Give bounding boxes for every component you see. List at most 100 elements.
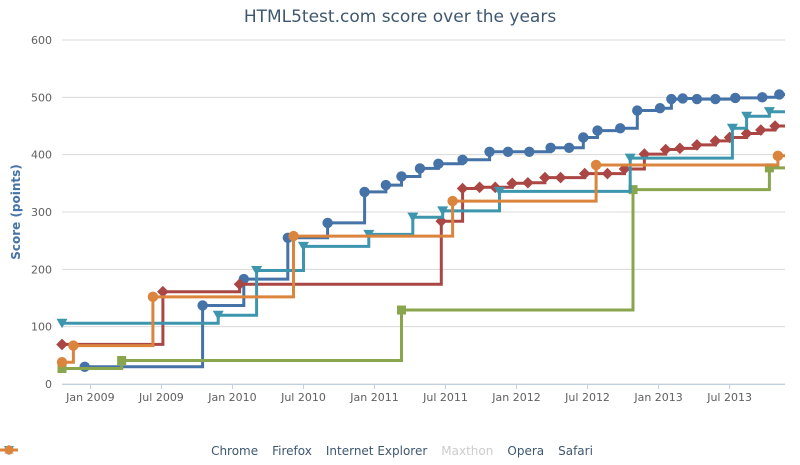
x-axis-tick-label: Jan 2013 (633, 391, 682, 404)
series-marker-firefox[interactable] (157, 285, 169, 298)
series-marker-chrome[interactable] (502, 146, 514, 157)
series-marker-firefox[interactable] (456, 182, 469, 195)
series-marker-firefox[interactable] (740, 127, 753, 140)
series-marker-chrome[interactable] (578, 132, 589, 143)
series-firefox (56, 120, 785, 351)
series-marker-chrome[interactable] (666, 93, 677, 105)
series-marker-opera[interactable] (726, 123, 738, 134)
series-marker-safari[interactable] (590, 159, 602, 171)
series-marker-firefox[interactable] (601, 167, 614, 180)
y-axis-tick-label: 400 (31, 149, 52, 162)
x-axis-tick-label: Jan 2012 (491, 391, 540, 404)
legend-item-internet-explorer[interactable]: Internet Explorer (0, 444, 428, 458)
series-marker-firefox[interactable] (659, 143, 672, 156)
legend: Chrome Firefox Internet Explorer Maxthon Ope… (0, 444, 800, 458)
series-marker-chrome[interactable] (359, 186, 370, 198)
series-marker-safari[interactable] (147, 291, 159, 303)
series-marker-opera[interactable] (212, 310, 224, 321)
legend-label-maxthon: Maxthon (441, 444, 494, 458)
series-marker-opera[interactable] (763, 107, 775, 117)
series-marker-chrome[interactable] (433, 158, 444, 170)
legend-label-internet-explorer: Internet Explorer (325, 444, 428, 458)
safari-legend-glyph (4, 445, 14, 455)
series-marker-firefox[interactable] (539, 171, 551, 184)
series-marker-firefox[interactable] (578, 167, 591, 180)
series-marker-chrome[interactable] (592, 125, 603, 136)
legend-item-safari[interactable]: Safari (0, 444, 593, 458)
series-marker-internet-explorer[interactable] (628, 185, 638, 195)
series-marker-opera[interactable] (624, 153, 636, 164)
series-marker-opera[interactable] (56, 318, 68, 329)
y-axis-tick-label: 500 (31, 91, 52, 104)
series-marker-chrome[interactable] (730, 92, 741, 104)
series-marker-safari[interactable] (772, 150, 784, 162)
series-marker-firefox[interactable] (723, 131, 736, 144)
series-marker-chrome[interactable] (79, 361, 90, 372)
legend-label-opera: Opera (507, 444, 545, 458)
series-internet-explorer (57, 163, 785, 374)
series-marker-safari[interactable] (56, 357, 68, 368)
series-marker-chrome[interactable] (484, 146, 495, 157)
series-marker-chrome[interactable] (677, 93, 688, 104)
series-marker-chrome[interactable] (457, 154, 468, 166)
series-marker-chrome[interactable] (545, 142, 556, 153)
series-marker-internet-explorer[interactable] (764, 163, 774, 173)
y-axis-tick-label: 300 (31, 206, 52, 219)
series-marker-opera[interactable] (741, 111, 753, 122)
x-axis-tick-label: Jul 2009 (138, 391, 184, 404)
series-marker-chrome[interactable] (654, 103, 666, 114)
series-marker-chrome[interactable] (414, 163, 426, 174)
legend-item-firefox[interactable]: Firefox (0, 444, 312, 458)
series-marker-firefox[interactable] (56, 338, 68, 351)
series-marker-firefox[interactable] (691, 139, 703, 151)
series-line-chrome[interactable] (84, 93, 785, 369)
series-marker-opera[interactable] (493, 186, 505, 197)
series-marker-opera[interactable] (437, 206, 449, 216)
series-marker-firefox[interactable] (755, 124, 767, 136)
series-marker-safari[interactable] (288, 230, 299, 242)
series-marker-chrome[interactable] (757, 92, 768, 103)
legend-label-safari: Safari (558, 444, 593, 458)
series-marker-chrome[interactable] (197, 300, 208, 311)
y-axis-tick-label: 600 (31, 34, 52, 47)
series-marker-chrome[interactable] (322, 217, 333, 229)
series-marker-chrome[interactable] (524, 146, 535, 157)
series-marker-chrome[interactable] (632, 105, 643, 116)
series-marker-internet-explorer[interactable] (57, 364, 67, 374)
series-marker-firefox[interactable] (233, 278, 246, 291)
series-marker-internet-explorer[interactable] (117, 355, 127, 365)
series-marker-firefox[interactable] (674, 142, 686, 155)
series-marker-opera[interactable] (297, 241, 309, 252)
series-marker-safari[interactable] (447, 195, 458, 207)
series-marker-opera[interactable] (407, 212, 419, 223)
series-marker-chrome[interactable] (774, 89, 785, 100)
series-safari (56, 150, 785, 368)
series-marker-safari[interactable] (68, 340, 79, 351)
series-marker-firefox[interactable] (473, 181, 486, 194)
series-marker-firefox[interactable] (769, 120, 781, 132)
series-opera (56, 107, 785, 329)
series-marker-chrome[interactable] (396, 171, 407, 182)
series-marker-firefox[interactable] (638, 148, 651, 160)
series-marker-chrome[interactable] (710, 93, 721, 105)
series-marker-firefox[interactable] (506, 177, 519, 190)
legend-item-maxthon[interactable]: Maxthon (0, 444, 494, 458)
x-axis-tick-label: Jan 2009 (65, 391, 114, 404)
series-marker-opera[interactable] (251, 265, 263, 276)
series-marker-internet-explorer[interactable] (396, 305, 406, 315)
series-marker-firefox[interactable] (435, 215, 448, 227)
series-marker-firefox[interactable] (554, 171, 567, 184)
legend-label-chrome: Chrome (211, 444, 259, 458)
series-line-safari[interactable] (62, 154, 785, 364)
series-marker-firefox[interactable] (522, 176, 534, 189)
series-marker-chrome[interactable] (380, 179, 392, 191)
legend-item-opera[interactable]: Opera (0, 444, 545, 458)
series-marker-chrome[interactable] (691, 93, 703, 105)
series-marker-chrome[interactable] (615, 123, 626, 134)
safari-legend-marker-icon (0, 445, 18, 455)
series-marker-firefox[interactable] (709, 135, 722, 147)
series-marker-chrome[interactable] (563, 142, 575, 153)
legend-item-chrome[interactable]: Chrome (0, 444, 259, 458)
series-line-internet-explorer[interactable] (62, 166, 785, 370)
